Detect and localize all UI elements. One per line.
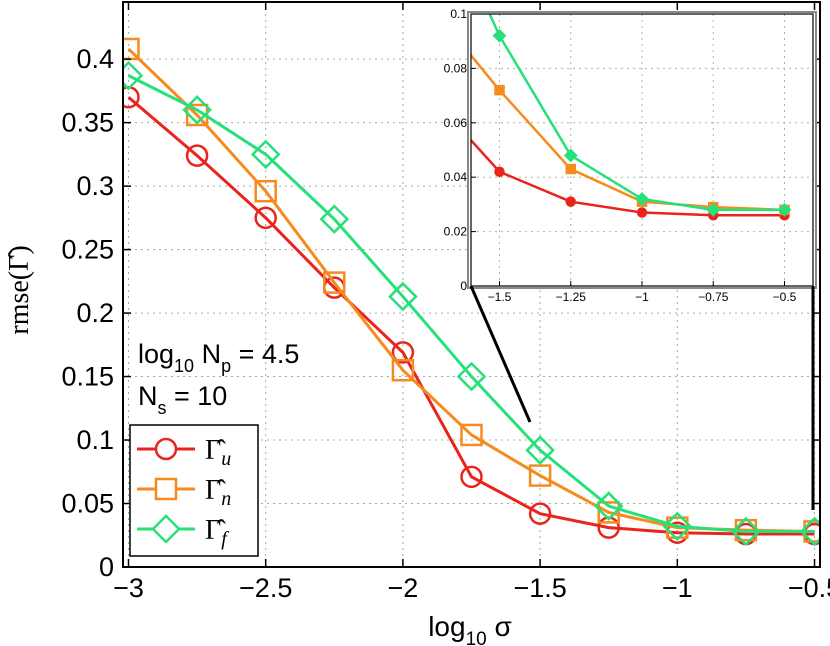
inset-x-tick-label: −1: [635, 290, 649, 304]
main-line-circle: [127, 96, 815, 536]
inset-series-group: [471, 14, 792, 221]
main-point-diamond: [250, 139, 281, 170]
inset-point-square: [494, 84, 505, 96]
main-y-tick-label: 0.05: [61, 489, 114, 519]
main-x-tick-label: −3: [113, 573, 144, 603]
legend: Γ̂u Γ̂n Γ̂f: [129, 424, 259, 557]
main-y-tick-label: 0.35: [61, 108, 114, 138]
main-point-diamond: [799, 516, 820, 547]
inset-y-tick-label: 0.1: [450, 7, 467, 21]
legend-label-diamond: Γ̂f: [205, 515, 229, 550]
main-y-tick-label: 0: [99, 552, 114, 582]
annotation-np: log10 Np = 4.5: [138, 339, 299, 376]
legend-marker-square: [154, 477, 178, 501]
inset-point-circle: [636, 207, 648, 218]
main-point-square: [597, 501, 620, 524]
inset-background: [467, 11, 817, 289]
legend-marker-circle: [154, 437, 178, 461]
legend-marker-diamond: [151, 514, 181, 544]
main-y-tick-label: 0.25: [61, 235, 114, 265]
inset-point-diamond: [563, 148, 578, 163]
main-point-circle: [528, 502, 552, 525]
inset-y-tick-label: 0.08: [444, 61, 468, 75]
main-plot-frame: [122, 1, 821, 568]
inset-y-tick-label: 0: [460, 279, 467, 293]
main-point-square: [323, 271, 346, 294]
main-point-circle: [391, 341, 415, 364]
inset-point-diamond: [635, 192, 649, 206]
main-x-tick-label: −2.5: [239, 573, 292, 603]
main-series-group: [123, 37, 820, 547]
main-point-diamond: [525, 435, 555, 465]
main-line-diamond: [127, 74, 815, 533]
main-point-diamond: [319, 204, 350, 234]
inset-x-tick-label: −1.25: [556, 290, 587, 304]
main-point-diamond: [123, 60, 144, 91]
main-point-diamond: [731, 516, 761, 547]
inset-point-circle: [494, 166, 505, 178]
inset-point-square: [565, 163, 576, 175]
inset-point-diamond: [706, 202, 721, 217]
main-y-tick-label: 0.2: [76, 298, 114, 328]
x-axis-label: log10 σ: [428, 611, 512, 646]
main-axis-ticks: −3 −2.5 −2 −1.5 −1 −0.5 0 0.05 0.1 0.15 0.2 0.25 0.3…: [61, 2, 830, 603]
main-point-square: [460, 423, 483, 447]
inset-y-tick-label: 0.04: [444, 170, 468, 184]
inset-point-diamond: [492, 28, 507, 43]
y-axis-label: rmse(Γ̂): [4, 245, 35, 334]
inset-line-square: [471, 53, 785, 212]
main-point-square: [528, 464, 552, 487]
main-x-tick-label: −0.5: [788, 573, 830, 603]
main-point-circle: [254, 206, 277, 230]
main-y-tick-label: 0.4: [76, 44, 114, 74]
legend-label-circle: Γ̂u: [205, 435, 231, 470]
inset-point-circle: [565, 196, 576, 207]
main-point-diamond: [662, 511, 693, 542]
inset-y-tick-label: 0.06: [444, 116, 468, 130]
main-y-tick-label: 0.1: [76, 425, 114, 455]
inset-x-tick-label: −0.75: [698, 290, 729, 304]
inset-x-tick-label: −1.5: [488, 290, 512, 304]
main-x-tick-label: −2: [387, 573, 418, 603]
main-point-diamond: [456, 361, 487, 392]
main-point-diamond: [388, 281, 418, 312]
inset-line-diamond: [488, 14, 785, 212]
legend-label-square: Γ̂n: [205, 475, 231, 510]
main-point-circle: [185, 144, 209, 167]
main-point-square: [254, 179, 277, 203]
main-point-square: [391, 358, 415, 382]
main-x-tick-label: −1.5: [513, 573, 566, 603]
inset-y-tick-label: 0.02: [444, 225, 468, 239]
main-y-tick-label: 0.15: [61, 362, 114, 392]
zoom-connector-left: [469, 285, 532, 423]
main-point-diamond: [182, 95, 212, 125]
inset-point-diamond: [777, 202, 792, 217]
main-point-circle: [460, 465, 483, 489]
main-point-diamond: [593, 491, 624, 521]
inset-x-tick-label: −0.5: [773, 290, 797, 304]
main-y-tick-label: 0.3: [76, 171, 114, 201]
main-x-tick-label: −1: [662, 573, 693, 603]
inset-line-circle: [471, 138, 785, 217]
annotation-ns: Ns = 10: [138, 381, 227, 418]
inset-axis-ticks: −1.5 −1.25 −1 −0.75 −0.5 0 0.02 0.04 0.06 0.08 0.1: [444, 7, 797, 304]
